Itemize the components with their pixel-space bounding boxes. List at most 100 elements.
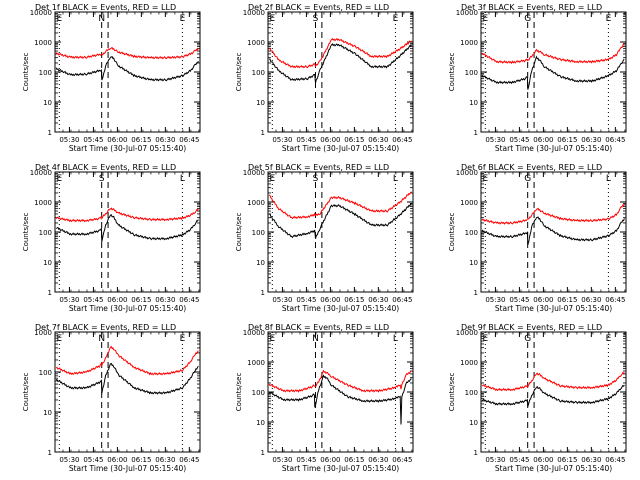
x-tick-label: 06:45 (179, 296, 199, 304)
y-tick-label: 100 (465, 69, 478, 77)
x-axis-label: Start Time (30-Jul-07 05:15:40) (282, 144, 399, 153)
marker-label: N (98, 14, 105, 24)
marker-label: N (98, 334, 105, 344)
x-tick-label: 06:00 (107, 136, 127, 144)
plot-frame (54, 331, 201, 453)
chart-title: Det 2f BLACK = Events, RED = LLD (248, 3, 389, 12)
marker-label: E (482, 334, 488, 344)
marker-label: L (393, 334, 398, 344)
chart-panel: Det 8f BLACK = Events, RED = LLD Counts/s… (235, 323, 414, 473)
y-tick-label: 10 (256, 99, 265, 107)
marker-label: L (393, 174, 398, 184)
x-tick-label: 06:15 (131, 456, 151, 464)
series-line (481, 55, 625, 90)
series-line (55, 345, 199, 376)
x-tick-label: 06:30 (155, 296, 175, 304)
x-tick-label: 06:45 (179, 456, 199, 464)
y-tick-label: 10 (256, 259, 265, 267)
y-axis-label: Counts/sec (22, 53, 30, 92)
chart-panel: Det 3f BLACK = Events, RED = LLD Counts/s… (448, 3, 627, 153)
x-tick-label: 06:00 (320, 296, 340, 304)
x-axis-label: Start Time (30-Jul-07 05:15:40) (495, 144, 612, 153)
series-line (55, 362, 199, 395)
y-tick-label: 1000 (247, 359, 265, 367)
y-tick-label: 1000 (34, 39, 52, 47)
y-tick-label: 1000 (247, 39, 265, 47)
marker-label: L (180, 174, 185, 184)
y-tick-label: 1 (261, 289, 265, 297)
x-tick-label: 05:30 (485, 296, 505, 304)
y-tick-label: 10000 (243, 329, 265, 337)
x-tick-label: 06:45 (605, 296, 625, 304)
plot-frame (480, 171, 627, 293)
x-tick-label: 05:30 (272, 136, 292, 144)
x-tick-label: 06:30 (155, 136, 175, 144)
y-tick-label: 100 (39, 229, 52, 237)
y-tick-label: 100 (252, 389, 265, 397)
x-tick-label: 06:15 (344, 296, 364, 304)
y-tick-label: 10000 (456, 329, 478, 337)
x-tick-label: 06:30 (581, 296, 601, 304)
series-line (481, 384, 625, 407)
y-tick-label: 1 (261, 129, 265, 137)
series-line (268, 374, 412, 425)
chart-title: Det 3f BLACK = Events, RED = LLD (461, 3, 602, 12)
y-tick-label: 1000 (34, 329, 52, 337)
plot-frame (54, 11, 201, 133)
marker-label: G (524, 14, 531, 24)
x-tick-label: 05:45 (83, 296, 103, 304)
x-tick-label: 05:30 (59, 136, 79, 144)
series-line (268, 191, 412, 220)
x-tick-label: 06:15 (557, 296, 577, 304)
x-tick-label: 05:45 (296, 296, 316, 304)
y-tick-label: 10 (469, 259, 478, 267)
x-axis-label: Start Time (30-Jul-07 05:15:40) (495, 304, 612, 313)
marker-label: S (313, 174, 319, 184)
marker-label: L (606, 174, 611, 184)
y-tick-label: 10000 (456, 9, 478, 17)
marker-label: G (524, 174, 531, 184)
y-tick-label: 10 (43, 99, 52, 107)
chart-title: Det 7f BLACK = Events, RED = LLD (35, 323, 176, 332)
marker-label: E (269, 334, 275, 344)
series-line (481, 42, 625, 65)
x-tick-label: 06:45 (179, 136, 199, 144)
chart-panel: Det 9f BLACK = Events, RED = LLD Counts/s… (448, 323, 627, 473)
x-tick-label: 06:00 (320, 456, 340, 464)
y-tick-label: 1000 (34, 199, 52, 207)
y-tick-label: 1000 (460, 359, 478, 367)
y-tick-label: 10 (43, 409, 52, 417)
x-tick-label: 06:15 (131, 136, 151, 144)
y-tick-label: 1 (48, 449, 52, 457)
chart-panel: Det 7f BLACK = Events, RED = LLD Counts/s… (22, 323, 201, 473)
series-line (481, 216, 625, 245)
series-line (55, 55, 199, 82)
marker-label: S (313, 14, 319, 24)
series-line (55, 214, 199, 242)
y-tick-label: 10000 (243, 9, 265, 17)
x-tick-label: 06:15 (344, 456, 364, 464)
x-tick-label: 06:15 (131, 296, 151, 304)
series-line (55, 46, 199, 60)
y-tick-label: 1 (261, 449, 265, 457)
chart-title: Det 6f BLACK = Events, RED = LLD (461, 163, 602, 172)
x-tick-label: 06:30 (581, 136, 601, 144)
x-tick-label: 06:15 (557, 456, 577, 464)
x-axis-label: Start Time (30-Jul-07 05:15:40) (69, 144, 186, 153)
x-tick-label: 06:00 (107, 296, 127, 304)
y-tick-label: 1 (474, 449, 478, 457)
chart-panel: Det 4f BLACK = Events, RED = LLD Counts/s… (22, 163, 201, 313)
y-tick-label: 10000 (30, 169, 52, 177)
x-tick-label: 06:30 (155, 456, 175, 464)
x-tick-label: 05:45 (296, 456, 316, 464)
y-tick-label: 10 (469, 419, 478, 427)
y-tick-label: 10 (469, 99, 478, 107)
x-tick-label: 06:45 (392, 296, 412, 304)
plot-frame (267, 331, 414, 453)
x-tick-label: 05:30 (59, 296, 79, 304)
series-line (268, 43, 412, 84)
y-tick-label: 1 (48, 129, 52, 137)
x-tick-label: 06:45 (392, 136, 412, 144)
chart-title: Det 1f BLACK = Events, RED = LLD (35, 3, 176, 12)
